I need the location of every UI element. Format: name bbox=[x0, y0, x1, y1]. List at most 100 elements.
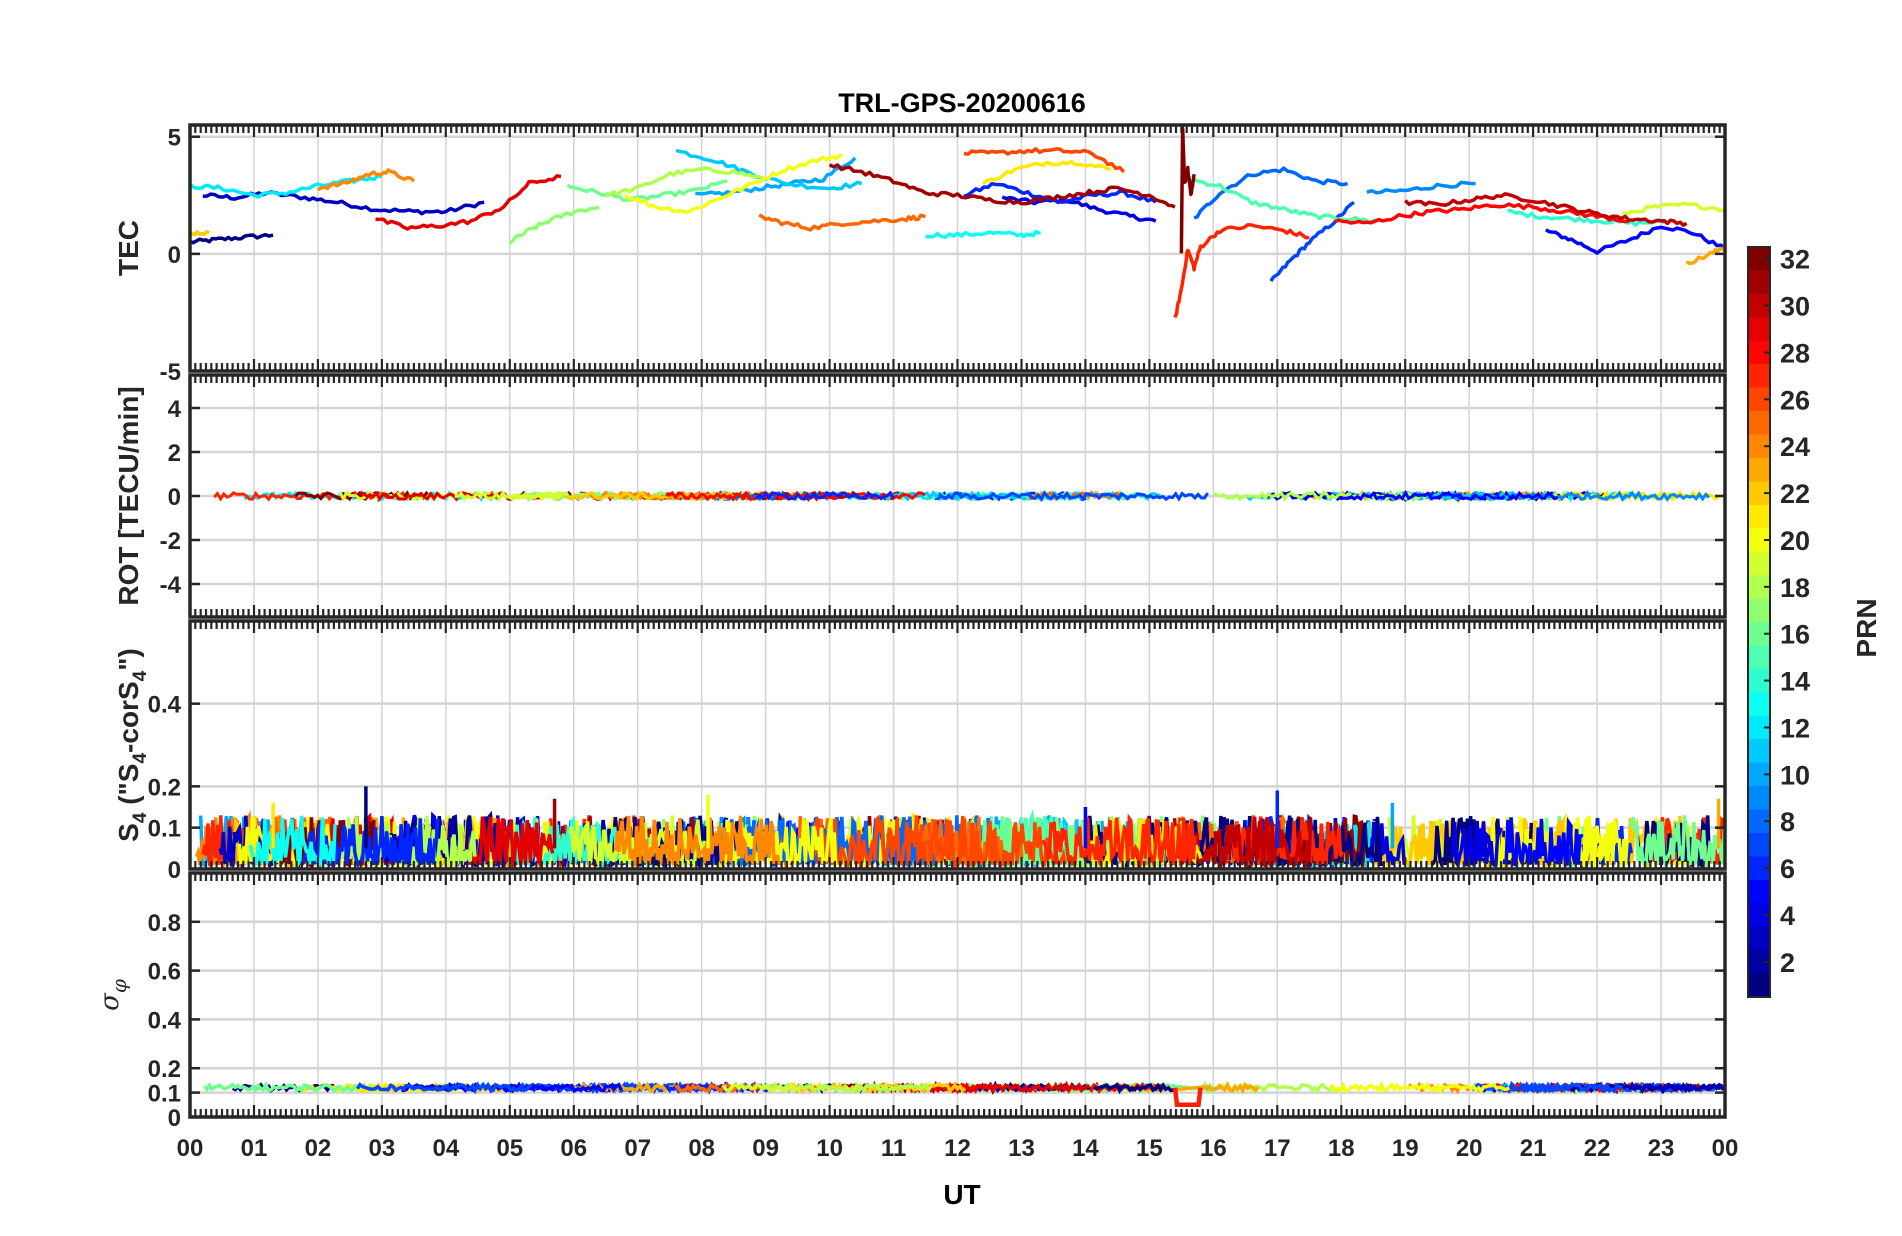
tick-marks bbox=[188, 621, 1727, 869]
x-axis: 00 01 02 03 04 05 06 07 08 09 10 11 12 13 14 15 16 17 18 19… bbox=[177, 1135, 1739, 1162]
colorbar-tick-label: 6 bbox=[1780, 854, 1795, 884]
minor-ticks bbox=[188, 621, 1727, 869]
tec-series-prn-23 bbox=[1685, 245, 1725, 266]
tec-series-prn-7 bbox=[1269, 200, 1355, 283]
rot-series bbox=[454, 490, 562, 502]
tec-series-prn-9 bbox=[1366, 180, 1476, 195]
x-tick-label: 18 bbox=[1328, 1135, 1355, 1162]
rot-series bbox=[938, 490, 1209, 503]
tec-series-prn-24 bbox=[317, 168, 416, 192]
y-tick-label: 4 bbox=[168, 396, 182, 423]
sigma-series bbox=[1628, 1081, 1725, 1095]
tec-series-prn-22 bbox=[190, 229, 211, 237]
tec-series-prn-10 bbox=[695, 156, 857, 197]
tec-series-prn-4 bbox=[1001, 195, 1157, 223]
plot-area bbox=[213, 489, 1725, 503]
x-tick-label: 09 bbox=[752, 1135, 779, 1162]
y-tick-label: -4 bbox=[160, 572, 182, 599]
colorbar-tick-label: 24 bbox=[1780, 432, 1810, 462]
x-tick-label: 01 bbox=[241, 1135, 268, 1162]
y-tick-label: 0 bbox=[168, 242, 181, 269]
tec-series-prn-25 bbox=[758, 213, 926, 232]
colorbar-tick-label: 30 bbox=[1780, 292, 1810, 322]
s4-series bbox=[301, 816, 440, 869]
x-tick-label: 14 bbox=[1072, 1135, 1099, 1162]
chart-title: TRL-GPS-20200616 bbox=[838, 88, 1086, 118]
x-tick-label: 04 bbox=[432, 1135, 459, 1162]
tec-series-prn-32 bbox=[1179, 126, 1196, 254]
colorbar-tick-label: 12 bbox=[1780, 713, 1810, 743]
tec-series-prn-31 bbox=[828, 163, 1176, 209]
y-tick-label: 0.4 bbox=[148, 692, 182, 719]
x-tick-label: 11 bbox=[881, 1135, 906, 1162]
minor-ticks bbox=[188, 125, 1727, 371]
tec-series-prn-19 bbox=[1621, 201, 1725, 217]
grid bbox=[189, 375, 1726, 617]
rot-series bbox=[665, 490, 926, 502]
y-axis-label: S4 ("S4-corS4") bbox=[113, 648, 151, 842]
sigma-series bbox=[1329, 1080, 1511, 1095]
colorbar-tick-label: 32 bbox=[1780, 245, 1810, 275]
colorbar-tick-label: 16 bbox=[1780, 620, 1810, 650]
x-tick-label: 06 bbox=[560, 1135, 587, 1162]
y-tick-label: 0.1 bbox=[148, 1081, 181, 1108]
tec-series-prn-18 bbox=[604, 166, 767, 199]
y-tick-label: 0 bbox=[168, 484, 181, 511]
y-tick-label: 0.2 bbox=[148, 774, 181, 801]
x-tick-label: 05 bbox=[496, 1135, 523, 1162]
y-axis-label: ROT [TECU/min] bbox=[113, 386, 144, 605]
sigma-series bbox=[1521, 1081, 1624, 1094]
s4-series bbox=[1223, 816, 1344, 869]
x-tick-label: 19 bbox=[1392, 1135, 1419, 1162]
y-tick-label: 2 bbox=[168, 440, 181, 467]
tick-marks bbox=[188, 125, 1727, 371]
s4-series bbox=[1349, 817, 1516, 869]
x-tick-label: 12 bbox=[944, 1135, 971, 1162]
x-tick-label: 02 bbox=[305, 1135, 332, 1162]
tec-series-prn-16 bbox=[566, 179, 728, 203]
x-tick-label: 22 bbox=[1584, 1135, 1611, 1162]
sigma-dip bbox=[1172, 1087, 1203, 1108]
x-tick-label: 10 bbox=[816, 1135, 843, 1162]
rot-series bbox=[1423, 489, 1711, 503]
tec-series-prn-17 bbox=[508, 205, 600, 245]
sigma-series bbox=[203, 1080, 357, 1095]
tec-series-prn-21 bbox=[982, 159, 1112, 185]
x-tick-label: 20 bbox=[1456, 1135, 1483, 1162]
y-axis-label: TEC bbox=[113, 220, 144, 276]
x-axis-label: UT bbox=[943, 1179, 980, 1210]
plot-area bbox=[203, 1080, 1725, 1108]
grid bbox=[189, 125, 1726, 373]
colorbar-tick-label: 2 bbox=[1780, 948, 1795, 978]
x-tick-label: 00 bbox=[177, 1135, 204, 1162]
s4-series bbox=[248, 815, 337, 869]
minor-ticks bbox=[188, 375, 1727, 617]
y-tick-label: 5 bbox=[168, 125, 181, 152]
tec-series-prn-8 bbox=[1193, 166, 1349, 220]
colorbar-tick-label: 22 bbox=[1780, 479, 1810, 509]
sigma-series bbox=[355, 1081, 532, 1095]
panel-tec: 5 0 -5 TEC bbox=[113, 123, 1727, 386]
y-tick-label: 0.6 bbox=[148, 959, 181, 986]
x-tick-label: 23 bbox=[1648, 1135, 1675, 1162]
tick-marks bbox=[188, 375, 1727, 617]
colorbar-label: PRN bbox=[1851, 598, 1882, 657]
tec-series-prn-5 bbox=[1544, 225, 1725, 255]
colorbar-tick-label: 26 bbox=[1780, 385, 1810, 415]
rot-series bbox=[755, 490, 896, 501]
colorbar-tick-label: 18 bbox=[1780, 573, 1810, 603]
sigma-series bbox=[760, 1081, 933, 1094]
panel-sigmaphi: 0.8 0.6 0.4 0.20.10 σφ bbox=[95, 871, 1727, 1132]
y-axis-label: σφ bbox=[95, 979, 131, 1011]
rot-series bbox=[1213, 490, 1427, 502]
tec-series-prn-20 bbox=[623, 153, 843, 214]
tec-series-prn-29 bbox=[375, 174, 562, 231]
y-tick-label: -5 bbox=[160, 359, 181, 386]
x-tick-label: 13 bbox=[1008, 1135, 1035, 1162]
s4-series bbox=[467, 816, 555, 869]
panel-rot: 4 2 0 -2 -4 ROT [TECU/min] bbox=[113, 373, 1727, 619]
tec-series-prn-14 bbox=[1507, 208, 1668, 227]
plot-area bbox=[194, 786, 1725, 869]
sigma-series bbox=[1093, 1082, 1174, 1095]
x-tick-label: 21 bbox=[1520, 1135, 1547, 1162]
